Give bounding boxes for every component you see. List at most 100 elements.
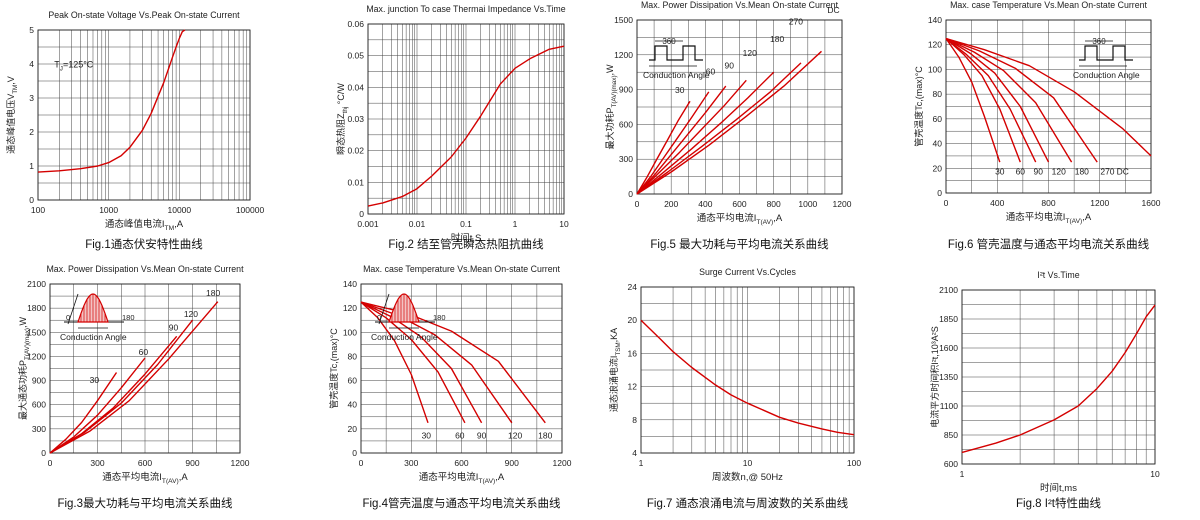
y-tick-label: 40 [348, 400, 358, 410]
series-line-180 [360, 301, 546, 424]
y-axis-label: 管壳温度Tc,(max)°C [328, 328, 339, 409]
y-tick-label: 1850 [939, 314, 958, 324]
series-line-120 [360, 301, 513, 424]
y-tick-label: 1600 [939, 343, 958, 353]
y-tick-label: 60 [933, 114, 943, 124]
x-tick-label: 0 [48, 458, 53, 468]
y-tick-label: 2100 [27, 279, 46, 289]
series-label-DC: DC [1117, 166, 1129, 176]
inset-zero-label: 0 [377, 313, 381, 322]
series-line-90 [360, 301, 483, 424]
series-line-120 [945, 37, 1050, 163]
series-line-DC [945, 37, 1152, 157]
plot-frame [636, 19, 843, 195]
y-tick-label: 80 [348, 351, 358, 361]
y-tick-label: 100 [343, 327, 357, 337]
y-tick-label: 1800 [27, 303, 46, 313]
y-tick-label: 5 [29, 25, 34, 35]
y-tick-label: 120 [928, 40, 942, 50]
y-tick-label: 850 [944, 430, 958, 440]
figure-caption: Fig.8 I²t特性曲线 [1016, 496, 1101, 510]
series-line-60 [360, 301, 466, 424]
x-tick-label: 100 [31, 205, 45, 215]
chart-fig4: Max. case Temperature Vs.Mean On-state C… [328, 264, 572, 510]
series-label-120: 120 [508, 431, 522, 441]
x-tick-label: 10000 [168, 205, 192, 215]
x-axis-label: 通态平均电流IT(AV),A [419, 471, 505, 485]
y-tick-label: 80 [933, 89, 943, 99]
x-tick-label: 1000 [798, 199, 817, 209]
x-axis-label: 通态平均电流IT(AV),A [102, 471, 188, 485]
inset-label: Conduction Angle [1073, 70, 1140, 80]
plot-frame [640, 286, 855, 454]
plot-frame [37, 29, 251, 201]
x-tick-label: 0 [635, 199, 640, 209]
y-tick-label: 0.03 [347, 114, 364, 124]
y-tick-label: 0.04 [347, 82, 364, 92]
series-label-180: 180 [538, 431, 552, 441]
x-tick-label: 1200 [231, 458, 250, 468]
plot-frame [360, 283, 563, 454]
x-tick-label: 300 [404, 458, 418, 468]
x-tick-label: 0.1 [460, 219, 472, 229]
inset-angle-label: 180 [433, 313, 446, 322]
y-tick-label: 1200 [614, 50, 633, 60]
x-tick-label: 1000 [99, 205, 118, 215]
series-line-180 [636, 71, 775, 195]
plot-frame [945, 19, 1152, 194]
y-tick-label: 100 [928, 64, 942, 74]
chart-fig6: Max. case Temperature Vs.Mean On-state C… [913, 0, 1161, 251]
series-label-120: 120 [1052, 166, 1066, 176]
y-tick-label: 0.05 [347, 51, 364, 61]
series-label-180: 180 [770, 34, 784, 44]
y-tick-label: 0 [29, 195, 34, 205]
y-tick-label: 8 [632, 415, 637, 425]
chart-title: I²t Vs.Time [1037, 270, 1079, 280]
series-label-120: 120 [743, 48, 757, 58]
y-axis-label: 管壳温度Tc,(max)°C [913, 66, 924, 147]
series-line [640, 319, 855, 436]
conduction-angle-inset: 360 Conduction Angle [1073, 37, 1140, 80]
y-tick-label: 2100 [939, 285, 958, 295]
y-tick-label: 0 [628, 189, 633, 199]
y-tick-label: 0.06 [347, 19, 364, 29]
y-tick-label: 600 [32, 400, 46, 410]
y-tick-label: 0 [937, 188, 942, 198]
y-tick-label: 0.02 [347, 146, 364, 156]
y-axis-label: 瞬态热阻Zthj °C/W [335, 83, 349, 155]
y-axis-label: 最大通态功耗PT(AV)(max),W [17, 316, 31, 420]
series-label-60: 60 [1016, 166, 1026, 176]
chart-fig1: Peak On-state Voltage Vs.Peak On-state C… [5, 10, 264, 251]
y-tick-label: 0 [41, 448, 46, 458]
inset-angle-label: 180 [122, 313, 135, 322]
series-line-DC [636, 50, 822, 195]
series-line-60 [49, 357, 146, 454]
x-axis-label: 时间t,S [451, 232, 482, 244]
series-line [37, 29, 186, 173]
series-line-30 [636, 100, 691, 195]
y-tick-label: 1500 [614, 15, 633, 25]
series-line-180 [945, 37, 1073, 163]
y-axis-label: 最大功耗PT(AV)(max),W [604, 64, 618, 150]
y-tick-label: 20 [348, 424, 358, 434]
y-tick-label: 1 [29, 161, 34, 171]
plot-frame [49, 283, 241, 454]
grid [961, 289, 1156, 465]
x-tick-label: 900 [185, 458, 199, 468]
chart-fig3: Max. Power Dissipation Vs.Mean On-state … [17, 264, 250, 510]
x-tick-label: 1 [960, 469, 965, 479]
x-tick-label: 10 [1150, 469, 1160, 479]
y-tick-label: 4 [29, 59, 34, 69]
y-tick-label: 900 [619, 85, 633, 95]
conduction-angle-inset: 0 180 Conduction Angle [60, 293, 135, 342]
series-line-270 [945, 37, 1098, 163]
series-label-30: 30 [675, 85, 685, 95]
chart-fig8: I²t Vs.Time 1 10 600 850 1100 1350 1600 1850 2100… [929, 270, 1160, 510]
chart-fig2: Max. junction To case Thermai Impedance … [335, 4, 569, 251]
x-axis-label: 时间t,ms [1040, 482, 1077, 494]
y-tick-label: 4 [632, 448, 637, 458]
series-line [961, 304, 1156, 454]
x-tick-label: 400 [990, 198, 1004, 208]
y-tick-label: 1200 [27, 351, 46, 361]
series-line-60 [945, 37, 1021, 163]
